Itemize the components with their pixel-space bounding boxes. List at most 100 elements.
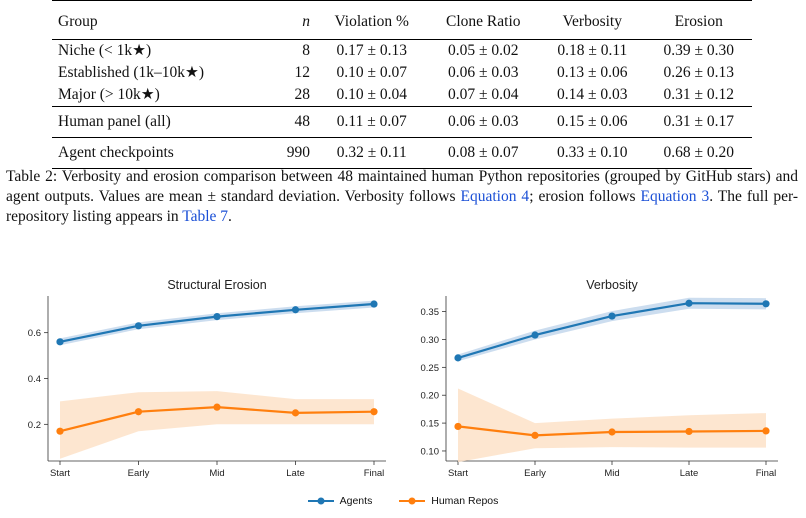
cell-violation: 0.32 ± 0.11	[336, 144, 407, 162]
data-point	[685, 427, 693, 436]
x-tick-label: Late	[680, 468, 699, 479]
data-point	[762, 300, 770, 308]
legend-item-human: Human Repos	[399, 495, 498, 507]
header-violation: Violation %	[334, 13, 409, 31]
cell-verbosity: 0.15 ± 0.06	[557, 113, 628, 131]
data-point	[213, 403, 221, 411]
x-tick-label: Start	[448, 468, 468, 479]
erosion-chart: Structural Erosion 0.2 0.4 0.6 Start Early Mid…	[0, 270, 400, 495]
y-tick-label: 0.15	[421, 419, 440, 430]
table-row: Major (> 10k★) 28 0.10 ± 0.04 0.07 ± 0.0…	[52, 84, 752, 107]
results-table: Group n Violation % Clone Ratio Verbosit…	[52, 0, 752, 169]
cell-clone: 0.05 ± 0.02	[448, 42, 519, 60]
data-point	[531, 331, 539, 339]
data-point	[370, 408, 378, 416]
cell-violation: 0.17 ± 0.13	[336, 42, 407, 60]
confidence-band	[458, 297, 766, 362]
cell-violation: 0.11 ± 0.07	[336, 113, 407, 131]
results-table-wrapper: Group n Violation % Clone Ratio Verbosit…	[52, 0, 752, 169]
x-tick-label: Early	[524, 468, 546, 479]
cell-erosion: 0.31 ± 0.12	[663, 86, 735, 104]
cell-erosion: 0.31 ± 0.17	[663, 113, 735, 131]
cell-group: Major (> 10k★)	[58, 86, 160, 104]
cell-n: 990	[286, 144, 310, 162]
cell-violation: 0.10 ± 0.07	[336, 64, 407, 82]
cell-clone: 0.07 ± 0.04	[448, 86, 519, 104]
y-tick-label: 0.25	[421, 363, 440, 374]
data-point	[608, 428, 616, 436]
y-tick-label: 0.2	[28, 420, 41, 431]
x-tick-label: Mid	[209, 468, 224, 479]
table-row: Niche (< 1k★) 8 0.17 ± 0.13 0.05 ± 0.02 …	[52, 39, 752, 63]
erosion-chart-svg: Structural Erosion 0.2 0.4 0.6 Start Early Mid…	[28, 278, 386, 479]
cell-n: 8	[302, 42, 310, 60]
caption-text: .	[228, 208, 232, 225]
table-header-row: Group n Violation % Clone Ratio Verbosit…	[52, 0, 752, 40]
table-row: Human panel (all) 48 0.11 ± 0.07 0.06 ± …	[52, 106, 752, 138]
cell-violation: 0.10 ± 0.04	[336, 86, 407, 104]
y-tick-label: 0.20	[421, 391, 440, 402]
data-point	[56, 338, 64, 346]
chart-title: Structural Erosion	[167, 278, 266, 292]
cell-n: 12	[294, 64, 311, 82]
header-group: Group	[58, 13, 98, 31]
cell-n: 48	[294, 113, 311, 131]
cell-group: Agent checkpoints	[58, 144, 174, 162]
data-point	[134, 408, 143, 416]
data-point	[685, 299, 693, 307]
cell-clone: 0.08 ± 0.07	[448, 144, 519, 162]
header-verbosity: Verbosity	[562, 13, 622, 31]
confidence-band	[60, 391, 374, 459]
legend-label-agents: Agents	[339, 495, 373, 507]
cell-verbosity: 0.33 ± 0.10	[557, 144, 628, 162]
table-7-link[interactable]: Table 7	[182, 208, 229, 225]
cell-group: Established (1k–10k★)	[58, 64, 205, 82]
verbosity-chart-svg: Verbosity 0.10 0.15 0.20 0.25 0.30 0.35 Start Ea…	[421, 278, 778, 479]
table-caption: Table 2: Verbosity and erosion compariso…	[6, 167, 798, 227]
chart-title: Verbosity	[586, 278, 638, 292]
y-tick-label: 0.4	[28, 374, 41, 385]
legend-item-agents: Agents	[307, 495, 373, 507]
verbosity-chart: Verbosity 0.10 0.15 0.20 0.25 0.30 0.35 Start Ea…	[400, 270, 806, 495]
cell-erosion: 0.39 ± 0.30	[663, 42, 735, 60]
cell-verbosity: 0.13 ± 0.06	[557, 64, 628, 82]
header-n: n	[302, 13, 310, 31]
caption-text: ; erosion follows	[529, 188, 641, 205]
cell-verbosity: 0.18 ± 0.11	[557, 42, 628, 60]
x-tick-label: Late	[286, 468, 305, 479]
data-point	[56, 427, 64, 435]
cell-verbosity: 0.14 ± 0.03	[557, 86, 628, 104]
caption-text: Table 2: Verbosity and erosion compariso…	[6, 168, 798, 205]
header-clone-ratio: Clone Ratio	[446, 13, 521, 31]
cell-erosion: 0.26 ± 0.13	[663, 64, 735, 82]
legend-marker-agents	[307, 497, 334, 505]
y-tick-label: 0.30	[421, 335, 440, 346]
data-point	[213, 313, 221, 321]
equation-3-link[interactable]: Equation 3	[640, 188, 710, 205]
table-row: Established (1k–10k★) 12 0.10 ± 0.07 0.0…	[52, 62, 752, 84]
data-point	[134, 322, 143, 330]
x-tick-label: Mid	[604, 468, 619, 479]
header-erosion: Erosion	[674, 13, 723, 31]
table-row: Agent checkpoints 990 0.32 ± 0.11 0.08 ±…	[52, 137, 752, 169]
data-point	[454, 422, 462, 431]
data-point	[531, 431, 539, 439]
data-point	[454, 354, 462, 362]
data-point	[370, 300, 378, 308]
y-tick-label: 0.35	[421, 307, 440, 318]
caption-text: . The full per-repository listing appear…	[6, 188, 798, 225]
x-tick-label: Final	[756, 468, 777, 479]
equation-4-link[interactable]: Equation 4	[460, 188, 530, 205]
cell-erosion: 0.68 ± 0.20	[663, 144, 735, 162]
data-point	[291, 409, 300, 417]
cell-group: Niche (< 1k★)	[58, 42, 152, 60]
cell-n: 28	[294, 86, 311, 104]
y-tick-label: 0.10	[421, 446, 440, 457]
x-tick-label: Final	[364, 468, 385, 479]
confidence-band	[458, 388, 766, 463]
y-tick-label: 0.6	[28, 328, 41, 339]
chart-legend: Agents Human Repos	[0, 495, 806, 509]
cell-clone: 0.06 ± 0.03	[448, 113, 519, 131]
data-point	[291, 306, 300, 314]
data-point	[762, 427, 770, 435]
